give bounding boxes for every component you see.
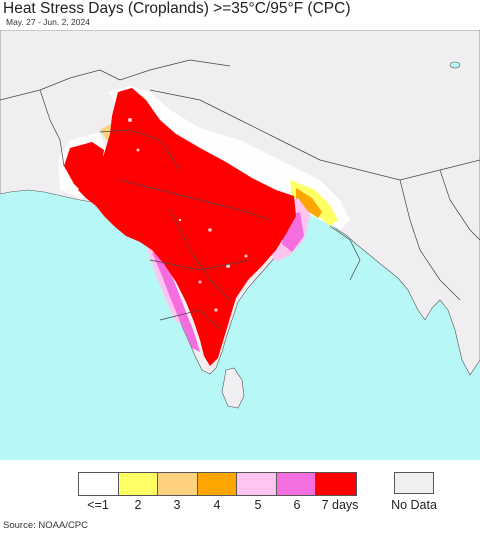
legend-label-5: 5: [254, 498, 262, 512]
legend-box-4: [197, 473, 237, 495]
zone-white: [108, 86, 350, 230]
borders: [0, 59, 480, 331]
map-title: Heat Stress Days (Croplands) >=35°C/95°F…: [3, 0, 351, 17]
date-range: May. 27 - Jun. 2, 2024: [6, 17, 90, 27]
legend-label-le1: <=1: [87, 498, 109, 512]
legend: <=1 2 3 4 5 6 7 days No Data: [0, 460, 480, 520]
legend-box-le1: [79, 473, 119, 495]
legend-colorbar: [78, 472, 357, 496]
small-island: [449, 61, 461, 69]
legend-box-nodata: [394, 472, 434, 494]
legend-label-nodata: No Data: [391, 498, 437, 512]
heat-stress-map: [0, 30, 480, 460]
legend-label-2: 2: [134, 498, 142, 512]
source-credit: Source: NOAA/CPC: [3, 520, 88, 531]
legend-box-2: [118, 473, 158, 495]
red-speckles: [128, 118, 248, 312]
legend-label-4: 4: [213, 498, 221, 512]
zone-red-pakistan: [64, 142, 104, 194]
zone-magenta-west: [152, 252, 200, 352]
legend-box-6: [276, 473, 316, 495]
legend-label-6: 6: [293, 498, 301, 512]
legend-box-7: [316, 473, 356, 495]
zone-red-7days: [78, 88, 296, 366]
legend-box-5: [237, 473, 277, 495]
zone-orange: [296, 188, 322, 218]
legend-label-3: 3: [173, 498, 181, 512]
sri-lanka: [221, 367, 245, 409]
legend-label-7: 7 days: [321, 498, 359, 512]
legend-box-3: [158, 473, 198, 495]
map-svg: [0, 30, 480, 460]
